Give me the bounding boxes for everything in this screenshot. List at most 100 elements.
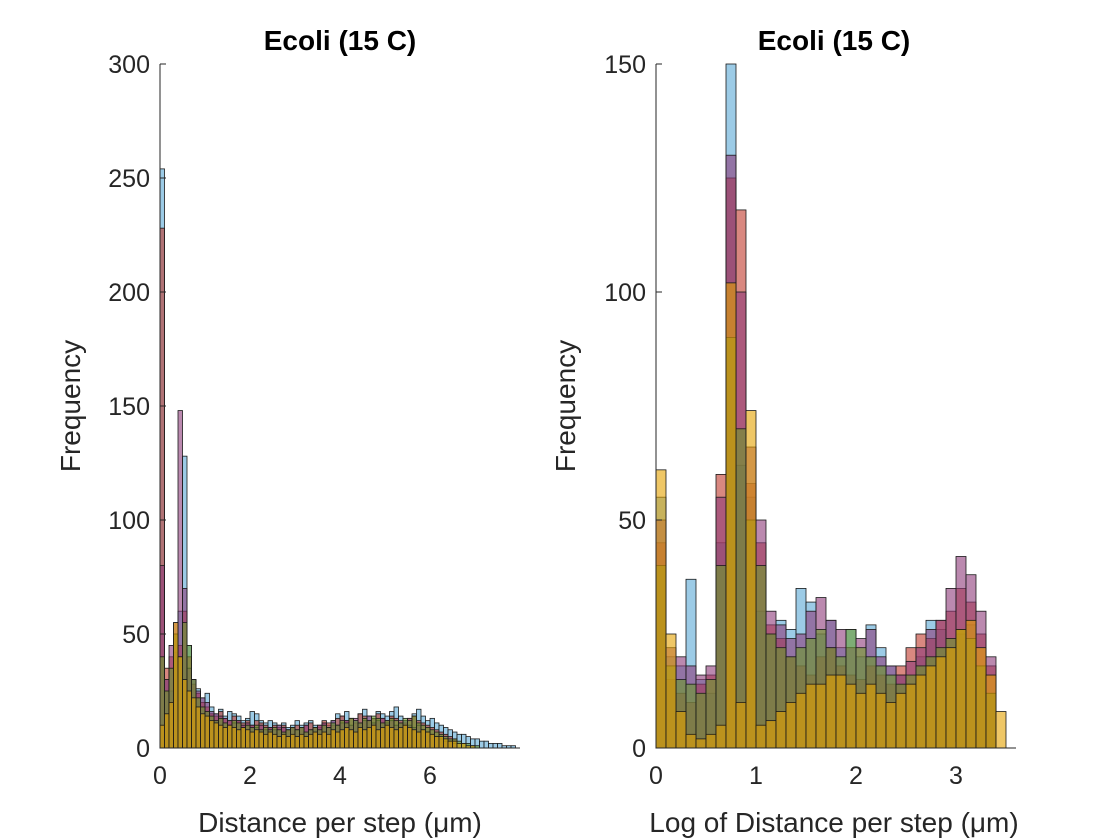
y-axis-label: Frequency <box>550 340 581 472</box>
histogram-bar <box>735 428 747 749</box>
histogram-bar <box>420 729 426 749</box>
x-tick-label: 3 <box>949 762 963 790</box>
histogram-bar <box>865 683 877 749</box>
histogram-bar <box>685 733 697 749</box>
y-tick-label: 150 <box>108 393 150 421</box>
histogram-bar <box>835 674 847 749</box>
y-tick-label: 250 <box>108 165 150 193</box>
histogram-bar <box>735 702 747 749</box>
histogram-panel-distance: Ecoli (15 C) 0 50 100 150 200 250 300 0 2 4 6 Fre… <box>55 25 520 838</box>
histogram-bar <box>905 683 917 749</box>
y-tick-label: 50 <box>122 621 150 649</box>
histogram-bar <box>335 731 341 749</box>
histogram-bar <box>995 711 1007 749</box>
histogram-bar <box>695 738 707 749</box>
histogram-bar <box>393 729 399 749</box>
histogram-bar <box>339 729 345 749</box>
histogram-bar <box>497 743 503 749</box>
histogram-bar <box>965 619 977 749</box>
histogram-bar <box>357 727 363 749</box>
histogram-bar <box>371 724 377 749</box>
histogram-bar <box>429 733 435 749</box>
histogram-bar <box>655 469 667 749</box>
histogram-bar <box>895 692 907 749</box>
histogram-bar <box>308 733 314 749</box>
histogram-bar <box>384 724 390 749</box>
histogram-bar <box>825 674 837 749</box>
histogram-bar <box>173 622 179 749</box>
y-ticks: 0 50 100 150 <box>604 51 662 763</box>
histogram-bar <box>321 731 327 749</box>
histogram-bar <box>227 724 233 749</box>
histogram-bar <box>186 690 192 749</box>
histogram-bar <box>312 731 318 749</box>
histogram-bar <box>375 729 381 749</box>
histogram-bar <box>348 729 354 749</box>
histogram-bar <box>452 740 458 749</box>
histogram-bar <box>985 674 997 749</box>
histogram-bar <box>665 633 677 749</box>
histogram-bar <box>855 692 867 749</box>
histogram-bar <box>344 727 350 749</box>
histogram-bar <box>456 743 462 749</box>
histogram-bar <box>483 740 489 749</box>
histogram-bar <box>303 736 309 749</box>
y-tick-label: 300 <box>108 51 150 79</box>
histogram-bar <box>725 282 737 749</box>
y-tick-label: 100 <box>604 279 646 307</box>
histogram-bar <box>177 656 183 749</box>
histogram-bar <box>263 733 269 749</box>
y-tick-label: 50 <box>618 507 646 535</box>
x-ticks: 0 2 4 6 <box>153 742 437 790</box>
bars-group <box>655 63 1007 749</box>
histogram-bar <box>416 731 422 749</box>
y-tick-label: 100 <box>108 507 150 535</box>
histogram-bar <box>479 740 485 749</box>
histogram-bar <box>249 731 255 749</box>
histogram-bar <box>925 665 937 749</box>
histogram-bar <box>407 727 413 749</box>
chart-title: Ecoli (15 C) <box>264 25 416 56</box>
histogram-bar <box>267 731 273 749</box>
histogram-bar <box>675 711 687 749</box>
histogram-bar <box>240 727 246 749</box>
histogram-bar <box>775 711 787 749</box>
histogram-bar <box>272 733 278 749</box>
bars-group <box>159 168 516 749</box>
x-tick-label: 1 <box>749 762 763 790</box>
histogram-bar <box>276 736 282 749</box>
x-tick-label: 2 <box>243 762 257 790</box>
x-axis-label: Distance per step (μm) <box>198 807 482 838</box>
histogram-bar <box>245 729 251 749</box>
histogram-bar <box>294 736 300 749</box>
y-tick-label: 150 <box>604 51 646 79</box>
histogram-bar <box>213 722 219 749</box>
x-tick-label: 0 <box>649 762 663 790</box>
histogram-bar <box>285 736 291 749</box>
histogram-bar <box>330 729 336 749</box>
histogram-bar <box>975 647 987 749</box>
histogram-bar <box>236 729 242 749</box>
histogram-bar <box>380 727 386 749</box>
x-ticks: 0 1 2 3 <box>649 742 963 790</box>
histogram-bar <box>815 683 827 749</box>
x-tick-label: 6 <box>423 762 437 790</box>
histogram-bar <box>204 715 210 749</box>
x-axis-label: Log of Distance per step (μm) <box>649 807 1018 838</box>
histogram-bar <box>795 692 807 749</box>
y-axis-label: Frequency <box>55 340 86 472</box>
histogram-bar <box>317 733 323 749</box>
y-tick-label: 0 <box>632 735 646 763</box>
histogram-bar <box>159 724 165 749</box>
histogram-bar <box>362 729 368 749</box>
histogram-bar <box>353 731 359 749</box>
histogram-bar <box>434 736 440 749</box>
histogram-bar <box>935 656 947 749</box>
histogram-bar <box>885 702 897 749</box>
histogram-bar <box>488 743 494 749</box>
histogram-bar <box>438 736 444 749</box>
x-tick-label: 2 <box>849 762 863 790</box>
histogram-bar <box>402 724 408 749</box>
histogram-panel-log-distance: Ecoli (15 C) 0 50 100 150 0 1 2 3 Frequency Lo… <box>550 25 1019 838</box>
